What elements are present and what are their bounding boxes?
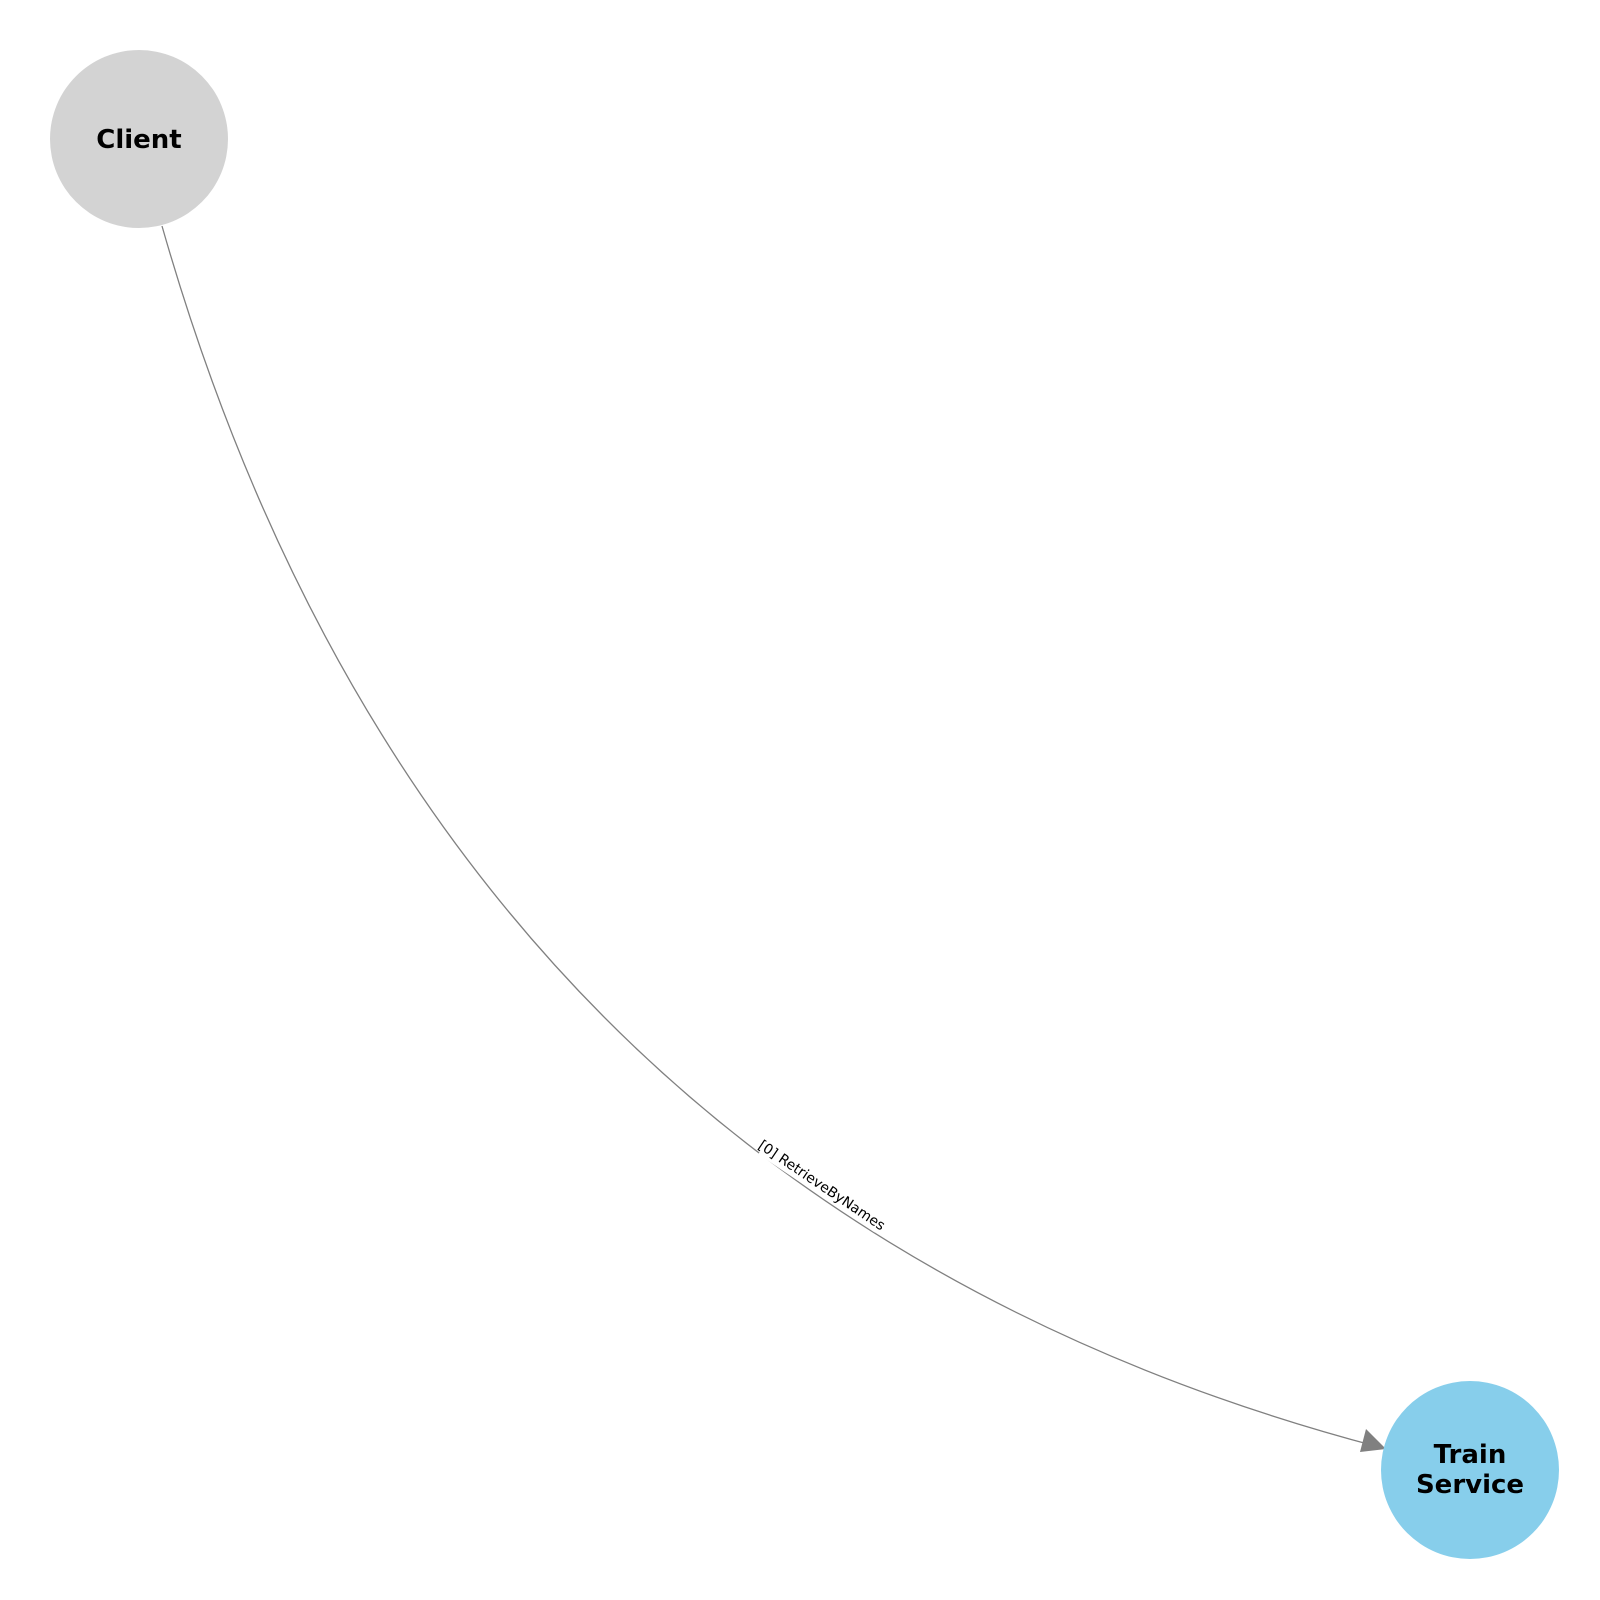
edge-curve: [161, 225, 1380, 1448]
edge-label-background: [758, 1137, 886, 1233]
node-client-circle[interactable]: [50, 50, 228, 228]
edge-client-to-train-service: [0] RetrieveByNames: [161, 225, 1386, 1452]
edge-label: [0] RetrieveByNames: [755, 1137, 888, 1234]
node-train-service[interactable]: Train Service: [1381, 1381, 1559, 1559]
node-train-service-label-line-2: Service: [1416, 1470, 1524, 1500]
node-train-service-label-line-1: Train: [1434, 1440, 1507, 1470]
node-client[interactable]: Client: [50, 50, 228, 228]
node-client-label: Client: [96, 125, 181, 155]
node-train-service-circle[interactable]: [1381, 1381, 1559, 1559]
edge-arrowhead: [1360, 1429, 1386, 1452]
edge-label-group: [0] RetrieveByNames: [755, 1137, 888, 1234]
